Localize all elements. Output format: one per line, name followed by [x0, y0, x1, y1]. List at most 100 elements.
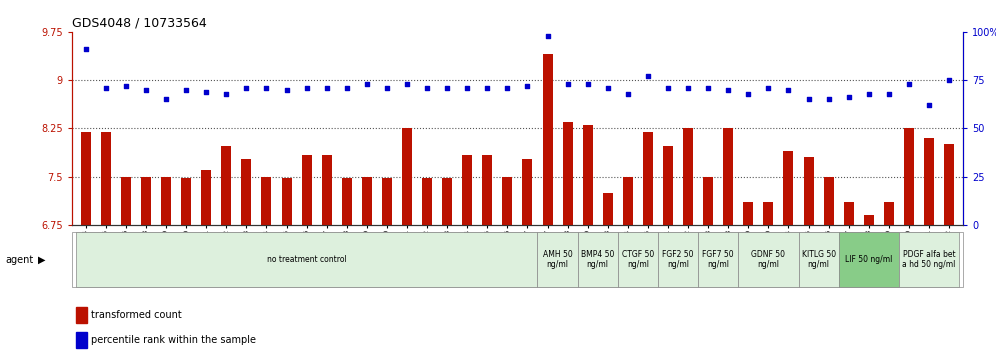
- Bar: [844, 202, 854, 225]
- Bar: [76, 332, 87, 348]
- Bar: [924, 138, 934, 225]
- Text: AMH 50
ng/ml: AMH 50 ng/ml: [543, 250, 573, 269]
- Bar: [221, 146, 231, 225]
- Text: agent: agent: [5, 255, 33, 265]
- Point: [580, 81, 596, 87]
- Bar: [618, 232, 658, 287]
- Bar: [603, 193, 613, 225]
- Text: FGF7 50
ng/ml: FGF7 50 ng/ml: [702, 250, 734, 269]
- Text: LIF 50 ng/ml: LIF 50 ng/ml: [845, 255, 892, 264]
- Point: [459, 85, 475, 91]
- Text: percentile rank within the sample: percentile rank within the sample: [92, 335, 256, 345]
- Bar: [81, 132, 91, 225]
- Point: [218, 91, 234, 96]
- Point: [198, 89, 214, 95]
- Bar: [839, 232, 898, 287]
- Bar: [578, 232, 618, 287]
- Bar: [282, 178, 292, 225]
- Point: [378, 85, 394, 91]
- Bar: [181, 178, 191, 225]
- Bar: [642, 132, 653, 225]
- Point: [299, 85, 315, 91]
- Bar: [261, 177, 272, 225]
- Text: no treatment control: no treatment control: [267, 255, 347, 264]
- Bar: [76, 307, 87, 323]
- Bar: [342, 178, 352, 225]
- Point: [620, 91, 635, 96]
- Bar: [763, 202, 774, 225]
- Bar: [864, 215, 873, 225]
- Bar: [362, 177, 372, 225]
- Point: [801, 97, 817, 102]
- Point: [560, 81, 576, 87]
- Point: [941, 77, 957, 83]
- Point: [720, 87, 736, 93]
- Bar: [944, 144, 954, 225]
- Bar: [76, 232, 538, 287]
- Bar: [141, 177, 151, 225]
- Bar: [904, 129, 914, 225]
- Bar: [462, 155, 472, 225]
- Point: [680, 85, 696, 91]
- Bar: [738, 232, 799, 287]
- Point: [901, 81, 917, 87]
- Point: [78, 46, 94, 52]
- Bar: [538, 232, 578, 287]
- Text: transformed count: transformed count: [92, 310, 182, 320]
- Point: [118, 83, 133, 89]
- Point: [439, 85, 455, 91]
- Bar: [482, 155, 492, 225]
- Point: [238, 85, 254, 91]
- Point: [781, 87, 797, 93]
- Point: [921, 102, 937, 108]
- Bar: [201, 170, 211, 225]
- Text: GDNF 50
ng/ml: GDNF 50 ng/ml: [751, 250, 786, 269]
- Bar: [121, 177, 130, 225]
- Bar: [824, 177, 834, 225]
- Bar: [241, 159, 251, 225]
- Bar: [743, 202, 753, 225]
- Point: [138, 87, 154, 93]
- Point: [841, 95, 857, 100]
- Text: BMP4 50
ng/ml: BMP4 50 ng/ml: [581, 250, 615, 269]
- Bar: [799, 232, 839, 287]
- Bar: [502, 177, 512, 225]
- Point: [700, 85, 716, 91]
- Bar: [703, 177, 713, 225]
- Bar: [883, 202, 893, 225]
- Point: [740, 91, 756, 96]
- Bar: [622, 177, 632, 225]
- Bar: [381, 178, 392, 225]
- Bar: [161, 177, 171, 225]
- Bar: [302, 155, 312, 225]
- Point: [259, 85, 275, 91]
- Text: FGF2 50
ng/ml: FGF2 50 ng/ml: [662, 250, 694, 269]
- Bar: [442, 178, 452, 225]
- Bar: [101, 132, 111, 225]
- Point: [359, 81, 374, 87]
- Text: KITLG 50
ng/ml: KITLG 50 ng/ml: [802, 250, 836, 269]
- Point: [760, 85, 776, 91]
- Bar: [804, 157, 814, 225]
- Point: [279, 87, 295, 93]
- Point: [479, 85, 495, 91]
- Bar: [898, 232, 959, 287]
- Point: [419, 85, 435, 91]
- Bar: [784, 151, 794, 225]
- Point: [98, 85, 114, 91]
- Bar: [402, 129, 412, 225]
- Point: [600, 85, 616, 91]
- Bar: [698, 232, 738, 287]
- Bar: [723, 129, 733, 225]
- Bar: [322, 155, 332, 225]
- Text: PDGF alfa bet
a hd 50 ng/ml: PDGF alfa bet a hd 50 ng/ml: [902, 250, 956, 269]
- Point: [880, 91, 896, 96]
- Bar: [658, 232, 698, 287]
- Bar: [523, 159, 533, 225]
- Point: [399, 81, 415, 87]
- Point: [861, 91, 876, 96]
- Bar: [683, 129, 693, 225]
- Point: [499, 85, 515, 91]
- Point: [821, 97, 837, 102]
- Point: [640, 73, 656, 79]
